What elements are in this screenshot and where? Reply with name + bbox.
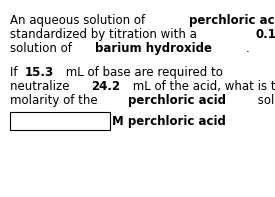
Text: solution of: solution of xyxy=(10,42,76,55)
Text: .: . xyxy=(246,42,249,55)
Text: barium hydroxide: barium hydroxide xyxy=(95,42,212,55)
Text: solution?: solution? xyxy=(254,94,275,107)
Text: standardized by titration with a: standardized by titration with a xyxy=(10,28,201,41)
Text: M perchloric acid: M perchloric acid xyxy=(112,114,226,127)
Text: neutralize: neutralize xyxy=(10,80,73,93)
Text: mL of base are required to: mL of base are required to xyxy=(62,66,223,79)
Text: 15.3: 15.3 xyxy=(24,66,54,79)
Text: molarity of the: molarity of the xyxy=(10,94,101,107)
Text: perchloric acid i: perchloric acid i xyxy=(189,14,275,27)
Text: 24.2: 24.2 xyxy=(92,80,121,93)
Text: perchloric acid: perchloric acid xyxy=(128,94,226,107)
Text: An aqueous solution of: An aqueous solution of xyxy=(10,14,149,27)
Bar xyxy=(10,112,110,130)
Text: mL of the acid, what is th: mL of the acid, what is th xyxy=(129,80,275,93)
Text: If: If xyxy=(10,66,21,79)
Text: 0.185: 0.185 xyxy=(256,28,275,41)
